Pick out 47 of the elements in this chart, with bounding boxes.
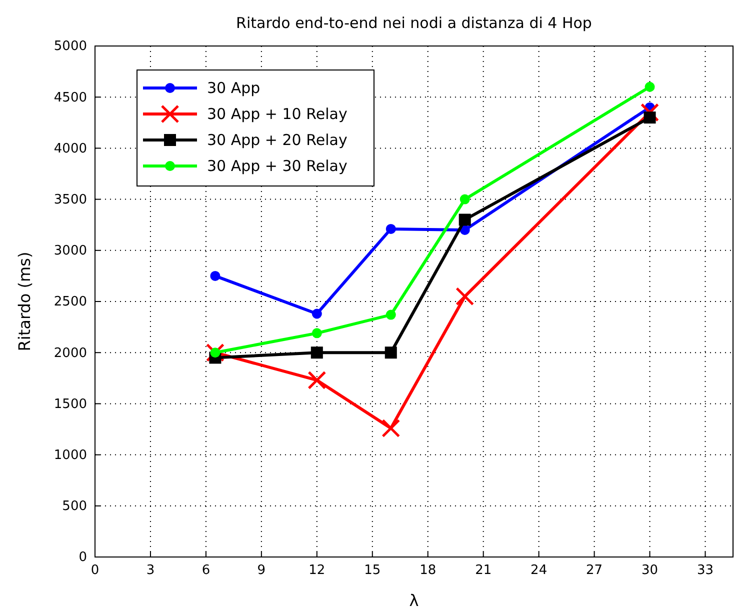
x-tick-label: 24 (530, 563, 548, 578)
legend-label: 30 App + 30 Relay (207, 157, 348, 175)
y-tick-label: 1000 (54, 448, 87, 463)
x-axis-title: λ (409, 591, 419, 610)
y-tick-label: 2000 (54, 346, 87, 361)
point (210, 348, 220, 358)
y-tick-label: 0 (78, 550, 87, 566)
y-tick-label: 4000 (54, 141, 87, 156)
point (644, 112, 656, 124)
x-tick-label: 12 (308, 563, 326, 578)
legend-label: 30 App + 20 Relay (207, 131, 348, 149)
y-tick-label: 5000 (54, 39, 87, 54)
legend-label: 30 App + 10 Relay (207, 105, 348, 123)
chart-title: Ritardo end-to-end nei nodi a distanza di 4 Hop (236, 14, 592, 32)
point (210, 270, 220, 281)
y-tick-label: 3000 (54, 244, 87, 259)
x-tick-label: 15 (364, 563, 381, 578)
y-tick-label: 3500 (54, 192, 87, 208)
x-tick-label: 21 (475, 563, 492, 578)
point (386, 310, 396, 320)
point (308, 370, 326, 390)
point (206, 343, 224, 362)
point (456, 287, 474, 306)
legend-label: 30 App (207, 79, 260, 97)
point (312, 328, 322, 338)
point (640, 103, 660, 122)
x-tick-label: 0 (90, 563, 100, 578)
y-tick-label: 1500 (54, 396, 87, 412)
x-tick-label: 27 (586, 563, 603, 578)
y-tick-label: 4500 (54, 90, 87, 106)
x-tick-label: 30 (642, 563, 658, 578)
point (460, 194, 470, 204)
x-tick-label: 9 (257, 563, 266, 578)
point (310, 346, 323, 359)
point (384, 346, 397, 359)
x-tick-label: 6 (202, 563, 210, 578)
point (458, 214, 471, 226)
y-tick-label: 2500 (54, 294, 87, 310)
y-tick-label: 500 (62, 499, 87, 514)
x-tick-label: 18 (420, 563, 436, 578)
point (386, 224, 396, 234)
x-tick-label: 3 (146, 563, 155, 578)
x-tick-label: 33 (696, 563, 714, 578)
point (644, 82, 655, 92)
point (382, 418, 400, 438)
y-axis-title: Ritardo (ms) (15, 252, 34, 352)
point (312, 308, 322, 319)
